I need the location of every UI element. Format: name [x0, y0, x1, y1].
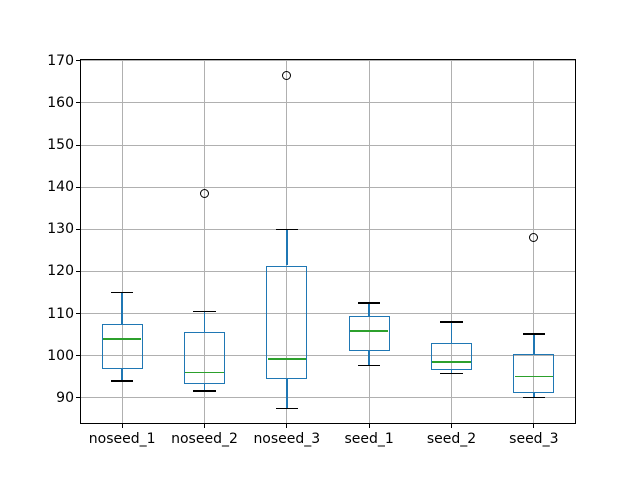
box-rect: [266, 265, 308, 379]
x-tick-label: noseed_3: [253, 431, 321, 447]
cap-lower: [522, 396, 546, 399]
outlier-marker: [282, 70, 292, 80]
gridline-horizontal: [81, 355, 575, 357]
y-tick-label: 150: [47, 137, 74, 154]
box-rect: [101, 324, 143, 370]
y-tick-mark: [76, 313, 80, 314]
cap-lower: [193, 390, 216, 392]
cap-upper: [357, 302, 381, 304]
y-tick-mark: [76, 270, 80, 272]
whisker-lower: [450, 369, 453, 374]
cap-upper: [110, 291, 134, 294]
y-tick-label: 100: [47, 347, 74, 364]
x-tick-label: noseed_2: [171, 431, 238, 447]
cap-upper: [440, 321, 463, 323]
x-tick-mark: [451, 424, 452, 428]
whisker-upper: [450, 321, 453, 343]
median-line: [103, 338, 142, 340]
y-tick-label: 110: [47, 305, 74, 322]
median-line: [267, 358, 306, 360]
whisker-lower: [203, 383, 206, 391]
gridline-horizontal: [81, 313, 575, 314]
x-tick-mark: [121, 424, 123, 428]
x-tick-label: seed_1: [344, 431, 394, 447]
cap-lower: [440, 372, 463, 375]
y-tick-label: 120: [47, 263, 74, 280]
whisker-lower: [368, 351, 370, 366]
box-rect: [513, 353, 555, 393]
cap-upper: [522, 333, 546, 335]
whisker-lower: [121, 369, 123, 381]
box-rect: [430, 342, 473, 370]
gridline-vertical: [121, 60, 123, 423]
whisker-upper: [368, 302, 370, 316]
cap-lower: [357, 364, 381, 367]
plot-area: [80, 59, 576, 424]
gridline-horizontal: [81, 397, 575, 399]
x-tick-mark: [368, 424, 370, 428]
gridline-vertical: [451, 60, 452, 423]
median-line: [350, 330, 389, 332]
median-line: [514, 375, 553, 378]
cap-upper: [193, 310, 216, 313]
y-tick-mark: [76, 144, 80, 146]
gridline-horizontal: [81, 144, 575, 146]
cap-lower: [110, 380, 134, 382]
median-line: [185, 371, 224, 374]
gridline-vertical: [368, 60, 370, 423]
x-tick-mark: [533, 424, 535, 428]
y-tick-label: 160: [47, 94, 74, 111]
gridline-horizontal: [81, 186, 575, 188]
gridline-vertical: [204, 60, 205, 423]
whisker-upper: [121, 292, 123, 325]
gridline-horizontal: [81, 270, 575, 272]
y-tick-mark: [76, 186, 80, 188]
y-tick-mark: [76, 397, 80, 399]
y-tick-label: 90: [56, 389, 74, 406]
box-rect: [348, 315, 390, 352]
whisker-upper: [533, 334, 535, 354]
x-tick-mark: [204, 424, 205, 428]
y-tick-label: 130: [47, 221, 74, 238]
x-tick-label: noseed_1: [88, 431, 156, 447]
whisker-lower: [533, 392, 535, 398]
y-tick-mark: [76, 355, 80, 357]
box-rect: [183, 332, 226, 384]
y-tick-mark: [76, 102, 80, 104]
outlier-marker: [200, 188, 209, 198]
whisker-upper: [203, 311, 206, 333]
gridline-horizontal: [81, 228, 575, 230]
x-tick-label: seed_2: [426, 431, 477, 447]
outlier-marker: [529, 233, 539, 243]
whisker-lower: [286, 378, 288, 409]
plot-inner: [81, 60, 575, 423]
gridline-horizontal: [81, 102, 575, 104]
y-tick-label: 140: [47, 179, 74, 196]
cap-upper: [275, 228, 299, 231]
whisker-upper: [286, 229, 288, 266]
gridline-horizontal: [81, 60, 575, 62]
cap-lower: [275, 407, 299, 410]
x-tick-mark: [286, 424, 288, 428]
y-tick-mark: [76, 228, 80, 230]
median-line: [432, 361, 471, 363]
y-tick-mark: [76, 60, 80, 62]
x-tick-label: seed_3: [509, 431, 559, 447]
y-tick-label: 170: [47, 52, 74, 69]
